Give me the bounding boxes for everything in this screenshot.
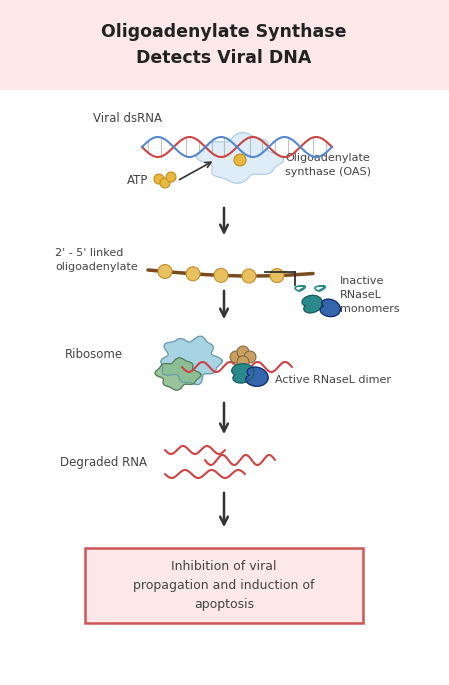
Polygon shape	[155, 358, 201, 390]
FancyBboxPatch shape	[85, 548, 363, 623]
Polygon shape	[320, 299, 340, 316]
Circle shape	[230, 351, 242, 363]
Text: Active RNaseL dimer: Active RNaseL dimer	[275, 375, 391, 385]
Text: Inhibition of viral
propagation and induction of
apoptosis: Inhibition of viral propagation and indu…	[133, 560, 315, 611]
Text: 2' - 5' linked
oligoadenylate: 2' - 5' linked oligoadenylate	[55, 248, 138, 272]
Circle shape	[154, 174, 164, 184]
Polygon shape	[161, 336, 222, 384]
Circle shape	[160, 178, 170, 188]
Circle shape	[244, 351, 256, 363]
Polygon shape	[246, 367, 268, 386]
Circle shape	[234, 154, 246, 166]
Circle shape	[186, 266, 200, 281]
Bar	[0, 0, 449, 90]
Polygon shape	[196, 133, 284, 184]
Text: Detects Viral DNA: Detects Viral DNA	[136, 49, 312, 67]
Circle shape	[270, 269, 284, 282]
Text: Degraded RNA: Degraded RNA	[60, 456, 147, 469]
Text: ATP: ATP	[127, 173, 148, 186]
Circle shape	[166, 172, 176, 182]
Circle shape	[214, 269, 228, 282]
Text: Oligoadenylate
synthase (OAS): Oligoadenylate synthase (OAS)	[285, 153, 371, 177]
Text: Oligoadenylate Synthase: Oligoadenylate Synthase	[101, 23, 347, 41]
Circle shape	[237, 346, 249, 358]
Circle shape	[242, 269, 256, 283]
Text: Ribosome: Ribosome	[65, 347, 123, 360]
Circle shape	[237, 356, 249, 368]
Polygon shape	[232, 364, 254, 383]
Text: Inactive
RNaseL
monomers: Inactive RNaseL monomers	[340, 276, 400, 314]
Polygon shape	[302, 295, 322, 313]
Circle shape	[158, 264, 172, 279]
Text: Viral dsRNA: Viral dsRNA	[93, 112, 162, 125]
